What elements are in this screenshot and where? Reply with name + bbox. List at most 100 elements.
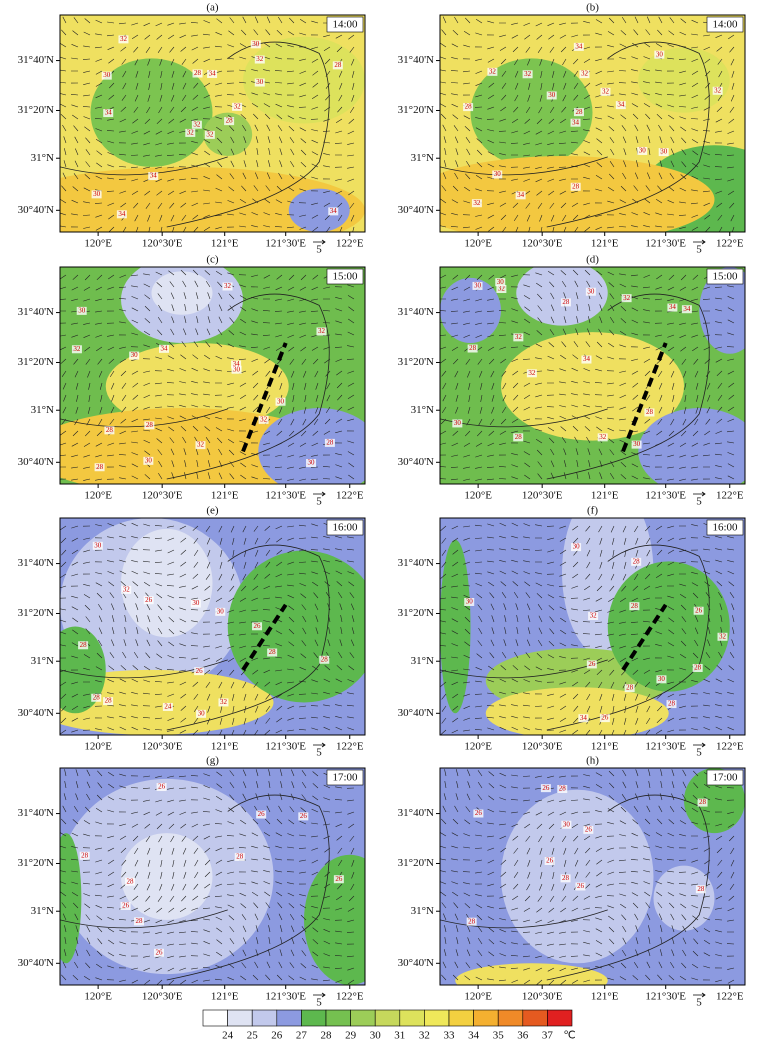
temperature-label: 34 bbox=[669, 303, 677, 311]
temperature-label: 26 bbox=[542, 784, 550, 792]
reference-arrow bbox=[693, 742, 706, 748]
coastline bbox=[60, 544, 330, 731]
label-box bbox=[515, 191, 526, 200]
label-box bbox=[148, 172, 159, 181]
label-box bbox=[319, 655, 330, 664]
label-box bbox=[194, 667, 205, 676]
x-tick-label: 120°30'E bbox=[142, 991, 183, 1003]
label-box bbox=[185, 128, 196, 137]
label-box bbox=[496, 284, 507, 293]
wind-vectors bbox=[440, 269, 735, 481]
colorbar-box bbox=[350, 1009, 376, 1027]
reference-value: 5 bbox=[316, 747, 322, 759]
temperature-label: 28 bbox=[105, 697, 113, 705]
colorbar-box bbox=[374, 1009, 401, 1027]
x-tick-label: 120°30'E bbox=[142, 238, 183, 250]
label-box bbox=[571, 543, 582, 552]
temperature-label: 28 bbox=[575, 108, 583, 116]
temperature-label: 30 bbox=[497, 278, 505, 286]
frame bbox=[59, 14, 366, 233]
x-tick-label: 120°E bbox=[464, 741, 492, 753]
colorbar-unit: ℃ bbox=[563, 1030, 575, 1042]
label-box bbox=[570, 118, 581, 127]
temperature-label: 30 bbox=[660, 148, 668, 156]
x-tick-label: 122°E bbox=[716, 741, 744, 753]
label-box bbox=[224, 117, 235, 126]
temperature-label: 30 bbox=[198, 709, 206, 717]
temperature-label: 28 bbox=[194, 69, 202, 77]
temperature-region bbox=[638, 408, 745, 484]
label-box bbox=[452, 419, 463, 428]
time-box bbox=[706, 519, 744, 536]
x-tick-label: 120°30'E bbox=[522, 238, 563, 250]
temperature-label: 28 bbox=[321, 655, 329, 663]
label-box bbox=[561, 820, 572, 829]
label-box bbox=[579, 70, 590, 79]
label-box bbox=[232, 102, 243, 111]
colorbar-box bbox=[301, 1009, 327, 1027]
temperature-region bbox=[304, 854, 365, 985]
label-box bbox=[522, 70, 533, 79]
temperature-label: 30 bbox=[256, 78, 264, 86]
x-tick-label: 121°E bbox=[211, 991, 239, 1003]
time-box bbox=[706, 16, 744, 33]
label-box bbox=[599, 714, 610, 723]
time-label: 16:00 bbox=[332, 522, 358, 534]
temperature-label: 30 bbox=[563, 820, 571, 828]
temperature-label: 28 bbox=[562, 874, 570, 882]
y-tick-label: 31°40'N bbox=[18, 306, 54, 318]
y-tick-label: 30°40'N bbox=[398, 957, 434, 969]
label-box bbox=[156, 783, 167, 792]
temperature-label: 26 bbox=[254, 622, 262, 630]
colorbar-box bbox=[399, 1009, 425, 1027]
reference-value: 5 bbox=[316, 997, 322, 1009]
label-box bbox=[78, 641, 89, 650]
temperature-region bbox=[516, 267, 608, 326]
temperature-label: 26 bbox=[145, 596, 153, 604]
temperature-label: 26 bbox=[577, 882, 585, 890]
reference-arrow bbox=[313, 742, 326, 748]
temperature-label: 32 bbox=[602, 87, 610, 95]
wind-vectors bbox=[60, 769, 355, 985]
label-box bbox=[258, 415, 269, 424]
label-box bbox=[306, 459, 317, 468]
temperature-label: 32 bbox=[73, 345, 81, 353]
temperature-label: 28 bbox=[93, 693, 101, 701]
label-box bbox=[693, 606, 704, 615]
temperature-label: 34 bbox=[150, 172, 158, 180]
label-box bbox=[143, 596, 154, 605]
temperature-label: 26 bbox=[122, 902, 130, 910]
x-tick-label: 120°E bbox=[464, 991, 492, 1003]
label-box bbox=[125, 877, 136, 886]
map-panel: 26 24 28 26 28 30 32 28 30 32 30 28 26 28 30 bbox=[60, 518, 365, 735]
temperature-label: 28 bbox=[631, 602, 639, 610]
label-box bbox=[492, 170, 503, 179]
front-line bbox=[621, 342, 668, 453]
panel-label: (b) bbox=[586, 2, 599, 14]
temperature-label: 30 bbox=[308, 459, 316, 467]
x-tick-label: 121°30'E bbox=[265, 238, 306, 250]
label-box bbox=[234, 852, 245, 861]
temperature-label: 32 bbox=[193, 120, 201, 128]
label-box bbox=[207, 69, 218, 78]
y-tick-label: 31°N bbox=[411, 404, 434, 416]
frame bbox=[439, 767, 746, 986]
colorbar-box bbox=[202, 1009, 228, 1027]
x-tick-label: 120°E bbox=[464, 238, 492, 250]
temperature-region bbox=[105, 342, 289, 430]
temperature-label: 34 bbox=[583, 355, 591, 363]
wind-vectors bbox=[60, 269, 355, 481]
y-tick-label: 31°N bbox=[411, 655, 434, 667]
colorbar-label: 28 bbox=[321, 1030, 333, 1042]
reference-arrow bbox=[693, 992, 706, 998]
temperature-label: 32 bbox=[197, 441, 205, 449]
temperature-label: 26 bbox=[475, 809, 483, 817]
colorbar-box bbox=[522, 1009, 548, 1027]
temperature-region bbox=[440, 539, 471, 714]
y-tick-label: 30°40'N bbox=[398, 707, 434, 719]
temperature-label: 28 bbox=[269, 648, 277, 656]
label-box bbox=[573, 108, 584, 117]
temperature-label: 28 bbox=[699, 798, 707, 806]
